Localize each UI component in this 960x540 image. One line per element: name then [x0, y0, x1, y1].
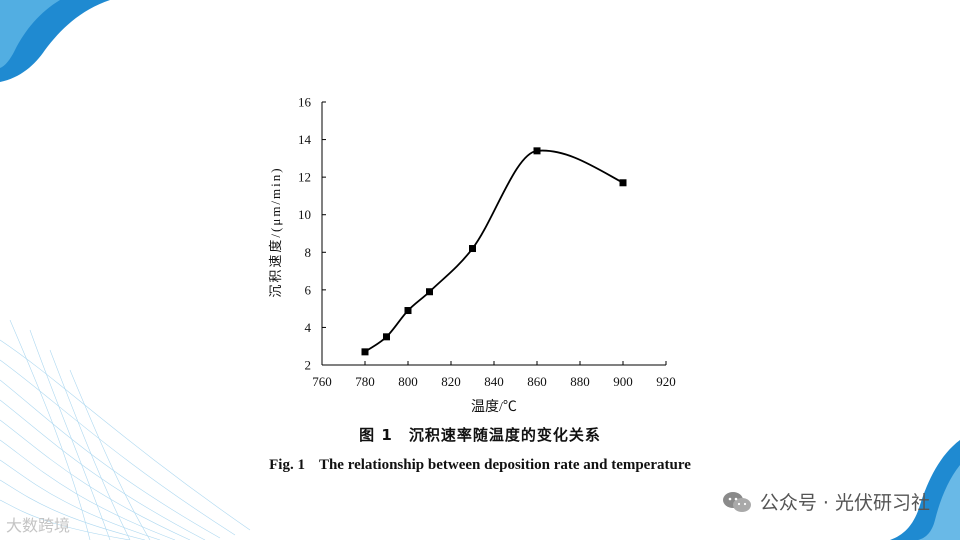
- axes: [321, 102, 666, 366]
- data-point-marker: [533, 147, 541, 155]
- y-tick-label: 16: [298, 95, 312, 110]
- y-tick-label: 14: [298, 132, 312, 147]
- wechat-watermark: 公众号 · 光伏研习社: [722, 488, 930, 515]
- top-left-wave-decoration: [0, 0, 110, 82]
- x-tick-label: 920: [656, 374, 676, 389]
- y-tick-label: 10: [298, 207, 311, 222]
- figure-caption-en: Fig. 1 The relationship between depositio…: [0, 457, 960, 474]
- figure-number-cn: 图 1: [359, 426, 393, 444]
- wechat-icon: [722, 491, 751, 512]
- figure-caption-cn: 图 1 沉积速率随温度的变化关系: [0, 424, 960, 445]
- x-tick-label: 780: [355, 374, 375, 389]
- watermark-text: 公众号 · 光伏研习社: [759, 492, 930, 514]
- x-tick-label: 900: [613, 374, 633, 389]
- data-point-marker: [469, 245, 476, 253]
- x-tick-label: 860: [527, 374, 547, 389]
- series-line: [364, 149, 624, 353]
- x-tick-label: 840: [484, 374, 504, 389]
- y-tick-label: 4: [305, 320, 312, 335]
- bottom-left-mesh-decoration: [0, 320, 251, 540]
- data-point-marker: [404, 307, 412, 315]
- bottom-right-wave-decoration: [890, 440, 960, 540]
- y-axis-label: 沉积速度/(μm/min): [268, 166, 283, 297]
- y-tick-label: 6: [305, 282, 312, 297]
- y-tick-label: 12: [298, 170, 311, 185]
- y-tick-label: 2: [305, 358, 312, 373]
- data-point-marker: [426, 288, 433, 296]
- x-tick-label: 800: [398, 374, 418, 389]
- x-tick-label: 820: [441, 374, 461, 389]
- brand-logo: 大数跨境: [6, 512, 70, 536]
- data-point-marker: [361, 348, 369, 356]
- figure-title-en: The relationship between deposition rate…: [318, 457, 691, 473]
- logo-text: 大数跨境: [6, 516, 71, 535]
- data-point-marker: [619, 179, 627, 187]
- chart: 760 780 800 820 840 860 880 900 920246810121416 …: [268, 95, 676, 416]
- figure-number-en: Fig. 1: [269, 457, 305, 473]
- data-point-marker: [383, 333, 390, 341]
- x-axis-label: 温度/℃: [471, 399, 517, 415]
- y-tick-label: 8: [305, 245, 312, 260]
- x-tick-label: 880: [570, 374, 590, 389]
- figure-title-cn: 沉积速率随温度的变化关系: [408, 426, 601, 444]
- x-tick-label: 760: [312, 374, 332, 389]
